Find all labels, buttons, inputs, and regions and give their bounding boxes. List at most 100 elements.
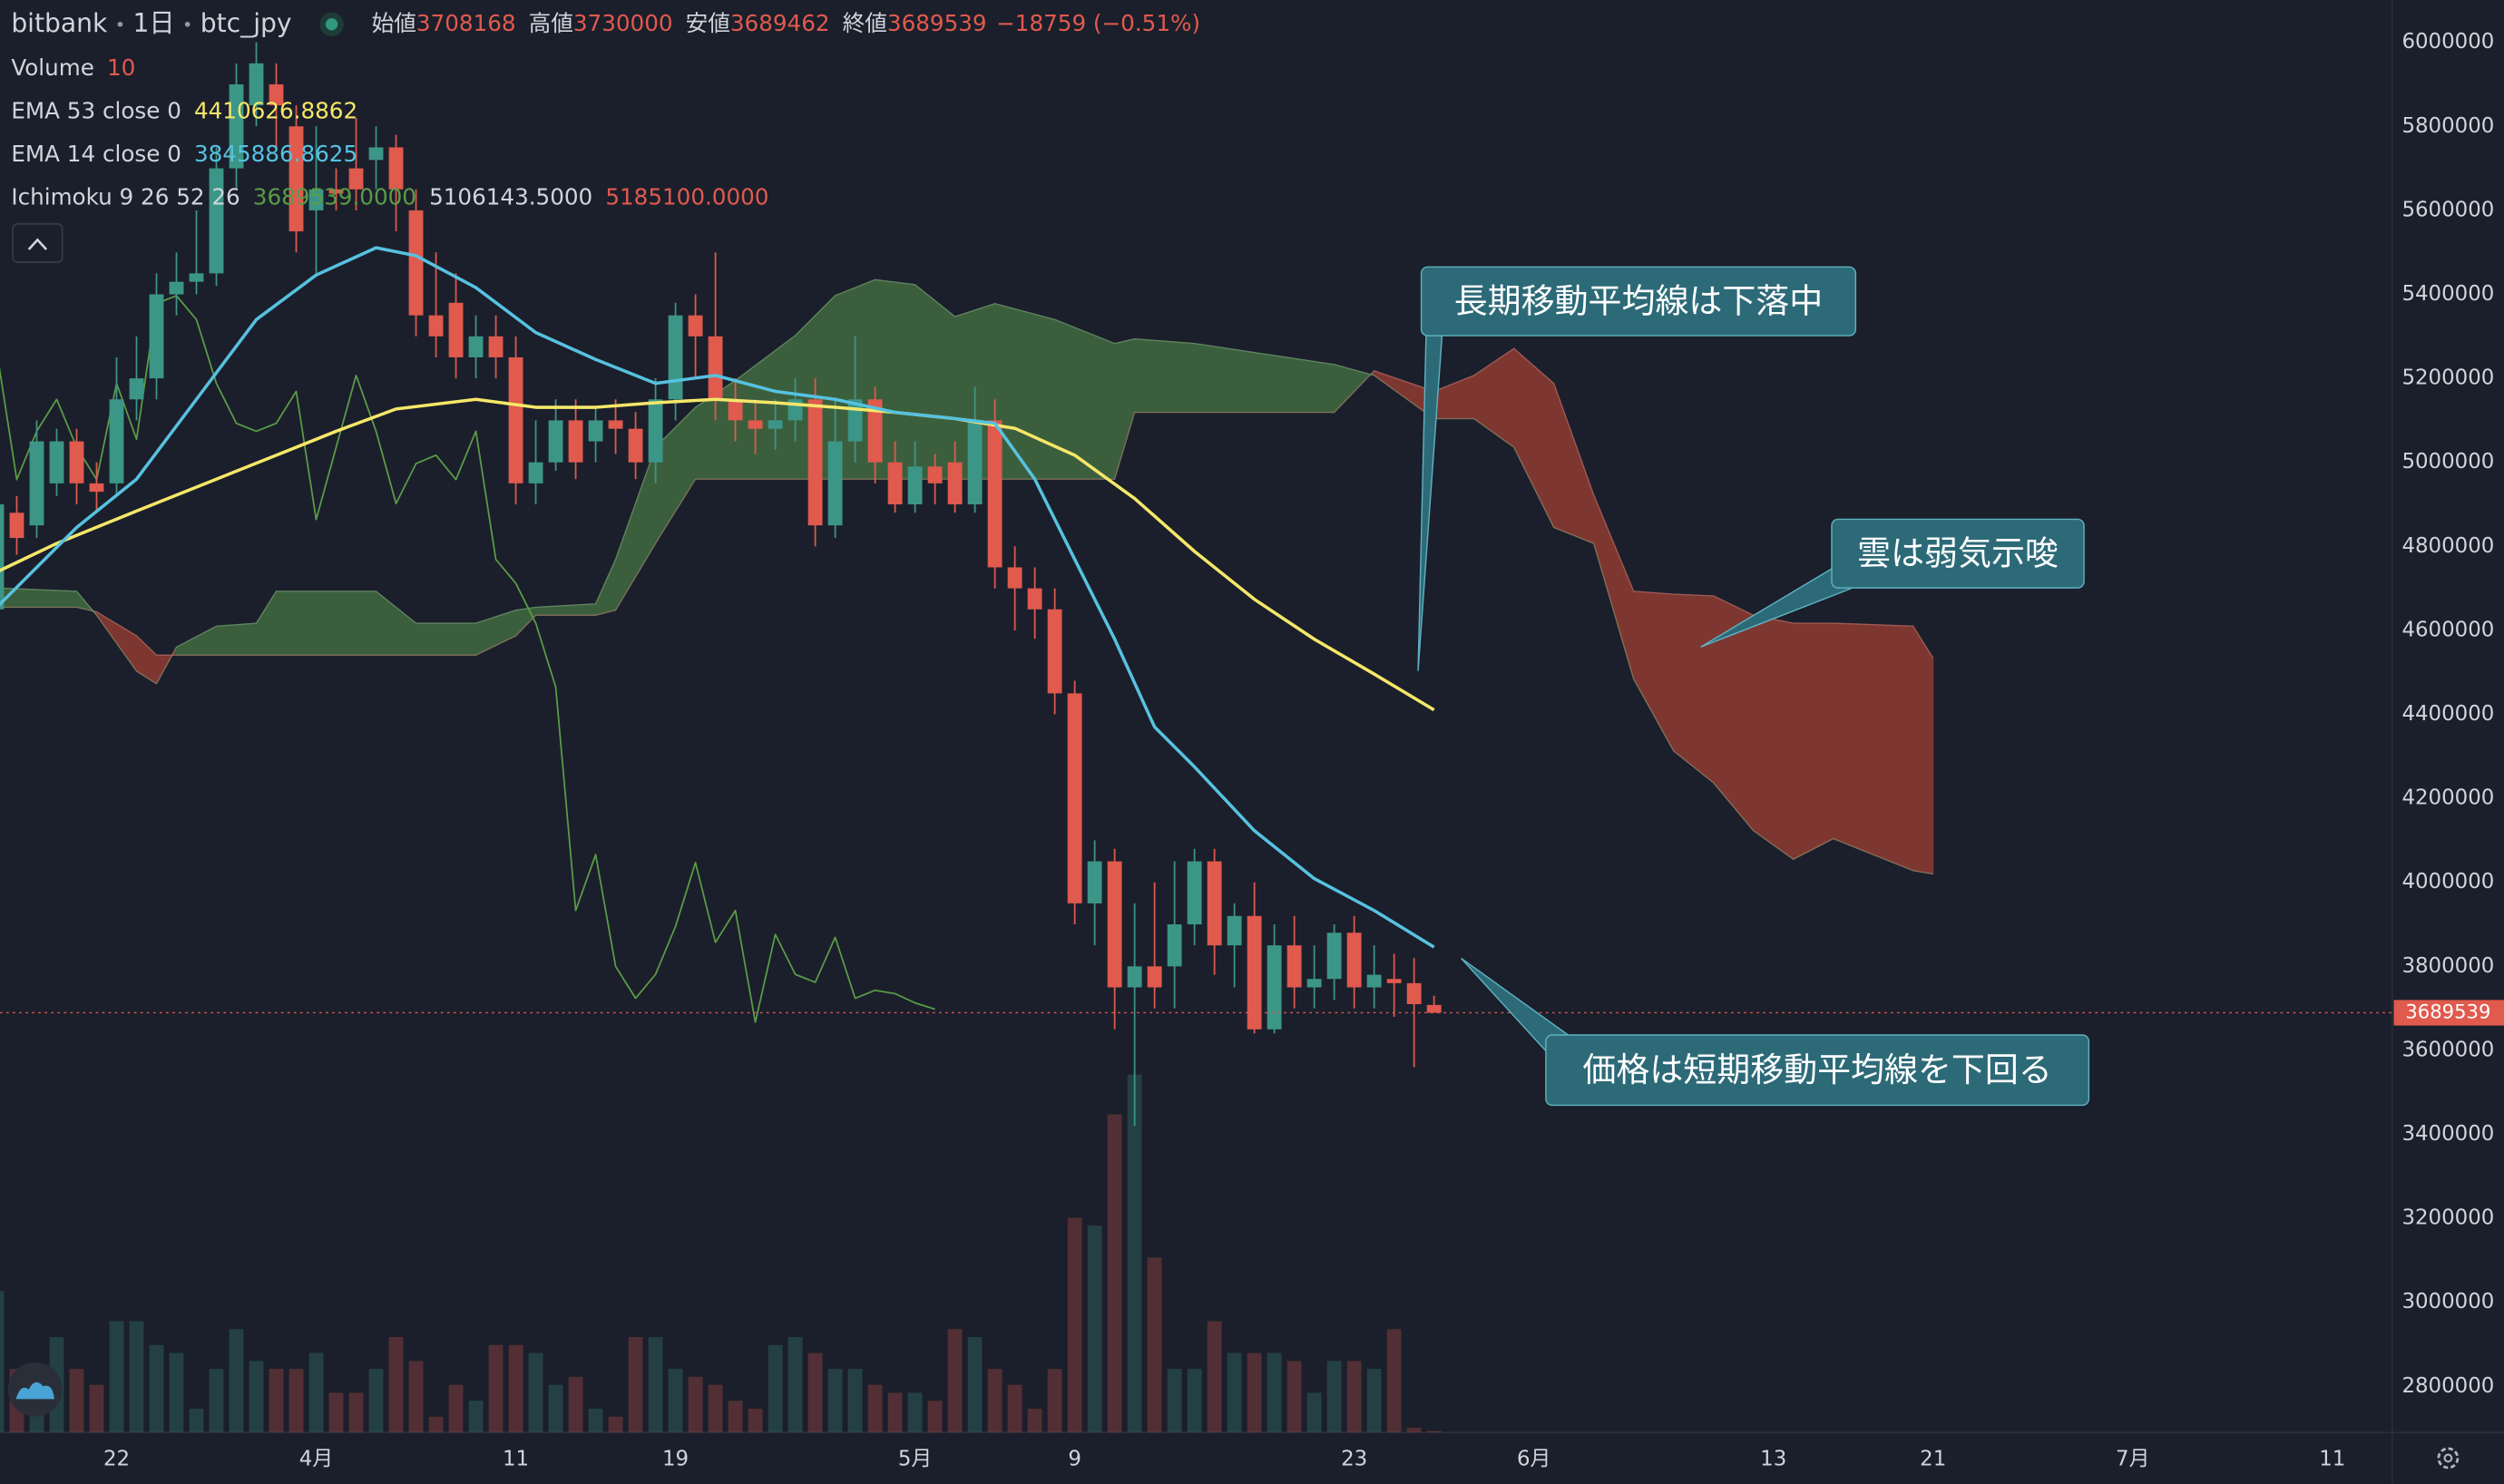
legend-name: Volume	[11, 54, 94, 81]
candle-body	[887, 462, 903, 505]
x-tick-label: 22	[103, 1448, 130, 1471]
candle-body	[1406, 982, 1422, 1005]
legend-name: EMA 14 close 0	[11, 141, 181, 167]
legend-value: 5185100.0000	[605, 184, 768, 210]
collapse-button-frame[interactable]	[12, 222, 64, 263]
volume-bar	[1346, 1361, 1362, 1433]
candle-body	[109, 399, 124, 483]
volume-bar	[1067, 1217, 1082, 1433]
cloud-segment	[215, 622, 258, 656]
y-tick-label: 3800000	[2401, 954, 2494, 978]
candle-body	[289, 126, 304, 232]
candle-body	[1067, 693, 1082, 903]
y-tick-label: 3600000	[2401, 1038, 2494, 1061]
volume-bar	[548, 1384, 563, 1433]
volume-bar	[388, 1337, 404, 1433]
cloud-segment	[416, 622, 477, 656]
candle-body	[368, 147, 384, 161]
candle-body	[827, 441, 843, 526]
y-tick-label: 4400000	[2401, 702, 2494, 726]
x-tick-label: 5月	[898, 1448, 932, 1471]
callout-text: 価格は短期移動平均線を下回る	[1582, 1050, 2051, 1089]
candle-body	[1047, 609, 1062, 694]
volume-bar	[827, 1369, 843, 1433]
volume-bar	[328, 1392, 344, 1433]
candle-body	[728, 399, 743, 421]
volume-bar	[129, 1321, 144, 1433]
volume-bar	[1107, 1114, 1122, 1433]
candle-body	[468, 336, 484, 357]
candle-body	[1267, 945, 1282, 1030]
exchange: bitbank	[11, 8, 108, 38]
y-tick-label: 2800000	[2401, 1374, 2494, 1398]
candle-body	[927, 466, 943, 483]
legend-value: 10	[107, 54, 135, 81]
volume-bar	[468, 1401, 484, 1433]
x-tick-label: 19	[662, 1448, 689, 1471]
cloud-segment	[915, 283, 956, 480]
volume-bar	[229, 1329, 244, 1433]
candle-body	[588, 420, 603, 442]
candle-body	[668, 315, 683, 400]
volume-bar	[169, 1352, 184, 1433]
x-tick-label: 23	[1341, 1448, 1367, 1471]
header-separator	[117, 21, 123, 27]
candle-body	[388, 147, 404, 190]
header-separator	[184, 21, 191, 27]
volume-bar	[308, 1352, 324, 1433]
volume-bar	[568, 1376, 583, 1433]
volume-bar	[668, 1369, 683, 1433]
candle-body	[907, 466, 923, 505]
collapse-button[interactable]	[12, 222, 64, 263]
logo-mark[interactable]	[15, 1381, 54, 1400]
settings-cog-hub[interactable]	[2443, 1453, 2453, 1463]
candle-body	[29, 441, 44, 526]
candle-body	[508, 356, 523, 483]
candle-body	[528, 462, 543, 483]
candle-body	[269, 83, 284, 106]
x-tick-label: 11	[503, 1448, 529, 1471]
candle-body	[568, 420, 583, 463]
callout-box	[1831, 518, 2085, 589]
status-icon	[325, 18, 338, 31]
callout-box	[1545, 1034, 2090, 1107]
settings-cog[interactable]	[2437, 1447, 2460, 1469]
volume-bar	[1267, 1352, 1282, 1433]
candle-body	[69, 441, 84, 483]
volume-bar	[907, 1392, 923, 1433]
volume-bar	[987, 1369, 1003, 1433]
x-tick-label: 9	[1068, 1448, 1081, 1471]
x-tick-label: 11	[2319, 1448, 2345, 1471]
y-tick-label: 4800000	[2401, 534, 2494, 558]
price-change: −18759 (−0.51%)	[996, 10, 1200, 36]
candle-body	[9, 513, 24, 539]
candle-body	[1027, 588, 1042, 610]
last-price-tag	[2393, 1000, 2504, 1026]
candle-body	[1127, 966, 1142, 988]
y-tick-label: 5800000	[2401, 114, 2494, 138]
logo[interactable]	[7, 1362, 63, 1417]
candle-body	[328, 189, 344, 194]
volume-bar	[1027, 1408, 1042, 1433]
volume-bar	[847, 1369, 863, 1433]
collapse-chevron[interactable]	[27, 238, 48, 250]
volume-bar	[1167, 1369, 1182, 1433]
overlay: 2800000 3000000 3200000 3400000 3600000 38000…	[0, 8, 2504, 1471]
volume-bar	[368, 1369, 384, 1433]
candle-body	[1346, 932, 1362, 988]
volume-bar	[787, 1337, 803, 1433]
cloud-edge	[0, 278, 1933, 875]
candle-body	[1087, 861, 1102, 903]
volume-bar	[1426, 1430, 1442, 1433]
settings-button[interactable]	[2437, 1447, 2460, 1469]
volume-bar	[608, 1416, 623, 1433]
volume-bar	[448, 1384, 464, 1433]
volume-bar	[428, 1416, 444, 1433]
cloud-segment	[994, 302, 1056, 480]
volume-bar	[348, 1392, 364, 1433]
volume-bar	[1227, 1352, 1242, 1433]
candle-body	[648, 399, 663, 463]
candle-body	[149, 294, 164, 379]
